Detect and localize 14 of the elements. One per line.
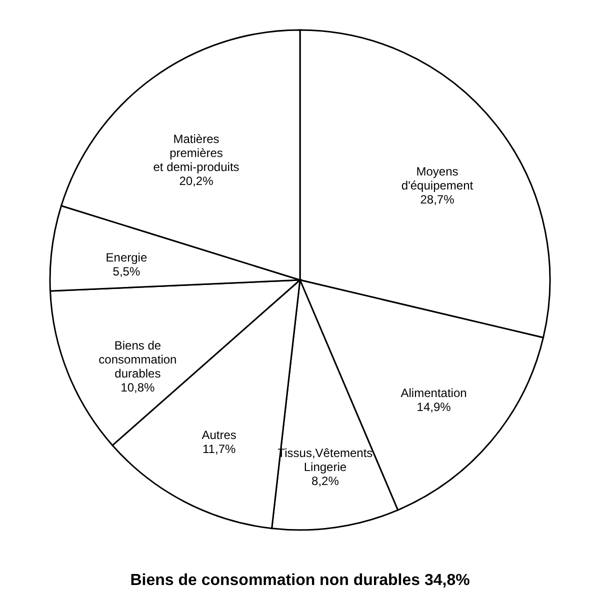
slice-label: Energie: [106, 250, 148, 265]
data-label: 11,7%: [202, 442, 236, 456]
slice-label: Autres: [202, 428, 236, 442]
slice-label: Biens de consommation durables: [98, 338, 177, 380]
slice-label: Matières premières et demi-produits: [153, 132, 240, 174]
slice-label: Alimentation: [400, 386, 467, 400]
data-label: 8,2%: [312, 474, 340, 488]
text: Biens de consommation non durables 34,8%: [130, 572, 470, 589]
data-label: 28,7%: [420, 192, 455, 206]
data-label: 10,8%: [120, 380, 156, 394]
data-label: 14,9%: [416, 400, 452, 414]
data-label: 5,5%: [112, 264, 140, 279]
data-label: 20,2%: [179, 174, 214, 188]
slice-label: Moyens d'équipement: [401, 164, 474, 192]
